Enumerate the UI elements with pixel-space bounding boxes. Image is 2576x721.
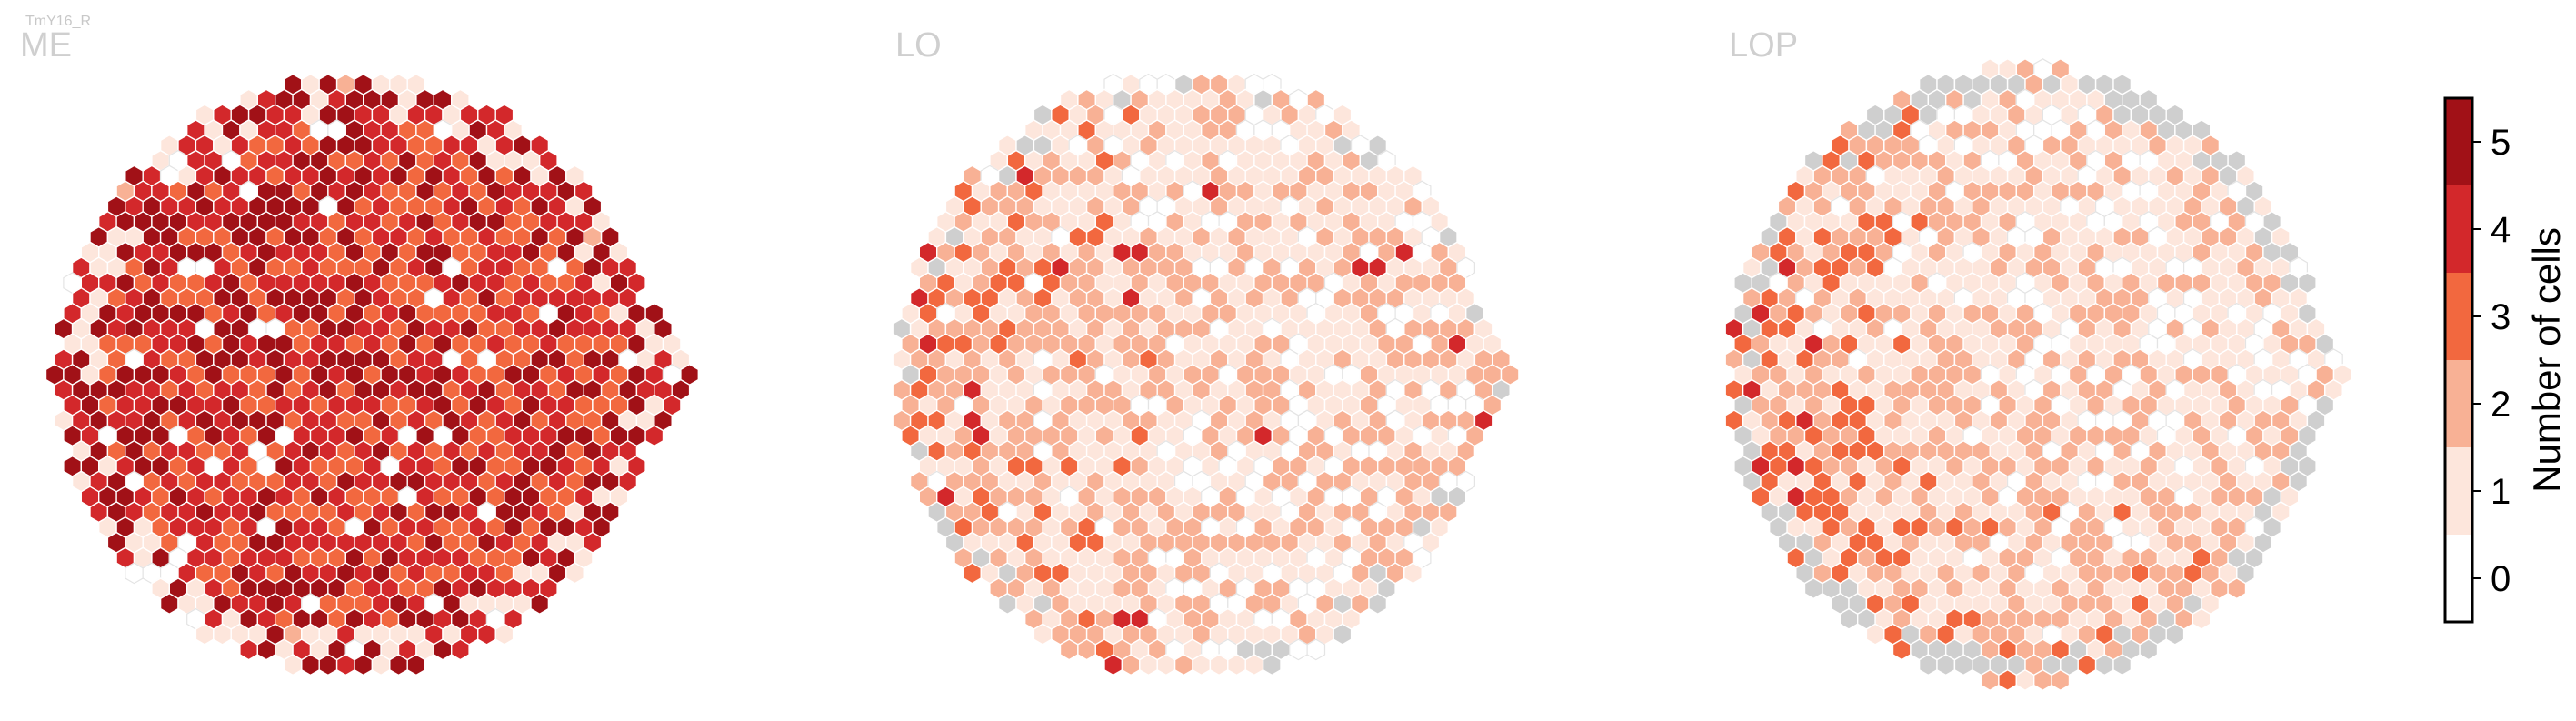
hex-cell — [1156, 654, 1176, 676]
hex-cell — [2227, 577, 2247, 600]
panel-title-lo: LO — [895, 26, 942, 65]
hex-cell — [318, 654, 338, 676]
colorbar-segment — [2445, 535, 2472, 622]
hex-cell — [1173, 654, 1193, 676]
colorbar-tick-label: 3 — [2491, 297, 2511, 337]
colorbar: 0 1 2 3 4 5 Number of cells — [2443, 96, 2568, 624]
hex-cell — [1077, 638, 1097, 661]
colorbar-segment — [2445, 447, 2472, 535]
hex-cell — [1803, 577, 1823, 600]
panel-title-lop: LOP — [1729, 26, 1798, 65]
hex-cell — [433, 638, 453, 661]
colorbar-segment — [2445, 185, 2472, 273]
colorbar-tick-label: 5 — [2491, 123, 2511, 163]
hex-cell — [1033, 623, 1053, 646]
hex-cell — [195, 623, 215, 646]
hex-cell — [2051, 668, 2071, 692]
hex-cell — [1059, 638, 1079, 661]
hex-cell — [644, 425, 664, 447]
hex-cell — [2112, 654, 2132, 676]
hex-cell — [477, 623, 496, 646]
hex-cell — [2015, 668, 2035, 692]
hex-cell — [1209, 654, 1229, 676]
hex-cell — [2094, 654, 2114, 676]
hex-cell — [1918, 654, 1938, 676]
hex-cell — [335, 654, 355, 676]
hex-cell — [1936, 654, 1956, 676]
hex-panel-lo: LO — [892, 26, 1520, 676]
figure-top-title: TmY16_R — [25, 14, 91, 29]
hex-cell — [1306, 638, 1326, 661]
hex-cell — [213, 623, 232, 646]
hex-cell — [1289, 638, 1308, 661]
hex-cell — [1403, 562, 1423, 585]
hex-cell — [2077, 654, 2097, 676]
hex-cell — [1953, 654, 1973, 676]
hex-cell — [1192, 654, 1212, 676]
colorbar-tick-label: 1 — [2491, 472, 2511, 512]
hex-cell — [256, 638, 276, 661]
hex-panel-me: ME — [20, 26, 699, 676]
hex-cell — [1103, 654, 1123, 676]
hex-cell — [389, 654, 408, 676]
hex-cell — [1139, 654, 1158, 676]
hex-cell — [1244, 654, 1264, 676]
hex-cell — [159, 592, 179, 616]
hex-cell — [301, 654, 320, 676]
colorbar-tick-label: 2 — [2491, 385, 2511, 425]
hex-cell — [239, 638, 258, 661]
hex-cell — [371, 654, 391, 676]
hex-cell — [354, 654, 374, 676]
hex-cell — [283, 654, 303, 676]
hex-cell — [1333, 623, 1353, 646]
hex-cell — [1892, 638, 1912, 661]
hex-cell — [530, 592, 550, 616]
hex-cell — [1980, 668, 2000, 692]
colorbar-tick-label: 0 — [2491, 559, 2511, 599]
hex-cell — [2032, 668, 2052, 692]
colorbar-segment — [2445, 98, 2472, 185]
hex-cell — [494, 623, 514, 646]
hex-cell — [406, 654, 426, 676]
hex-cell — [2192, 607, 2212, 630]
colorbar-segment — [2445, 360, 2472, 447]
hex-cell — [1227, 654, 1246, 676]
hex-cell — [1121, 654, 1141, 676]
hex-panel-lop: LOP — [1724, 26, 2352, 692]
hex-cell — [1262, 654, 1282, 676]
hex-cell — [2165, 623, 2185, 646]
hex-cell — [451, 638, 470, 661]
colorbar-frame — [2443, 96, 2474, 624]
colorbar-tick-label: 4 — [2491, 210, 2511, 250]
hex-cell — [997, 592, 1017, 616]
hex-cell — [1839, 607, 1859, 630]
colorbar-segment — [2445, 273, 2472, 360]
hex-cell — [565, 562, 584, 585]
panel-title-me: ME — [20, 26, 72, 65]
hex-cell — [963, 562, 982, 585]
colorbar-label: Number of cells — [2525, 227, 2568, 493]
hex-cell — [2139, 638, 2159, 661]
hex-cell — [1998, 668, 2018, 692]
hex-cell — [1368, 592, 1388, 616]
hex-cell — [125, 562, 144, 585]
hex-cell — [1865, 623, 1885, 646]
